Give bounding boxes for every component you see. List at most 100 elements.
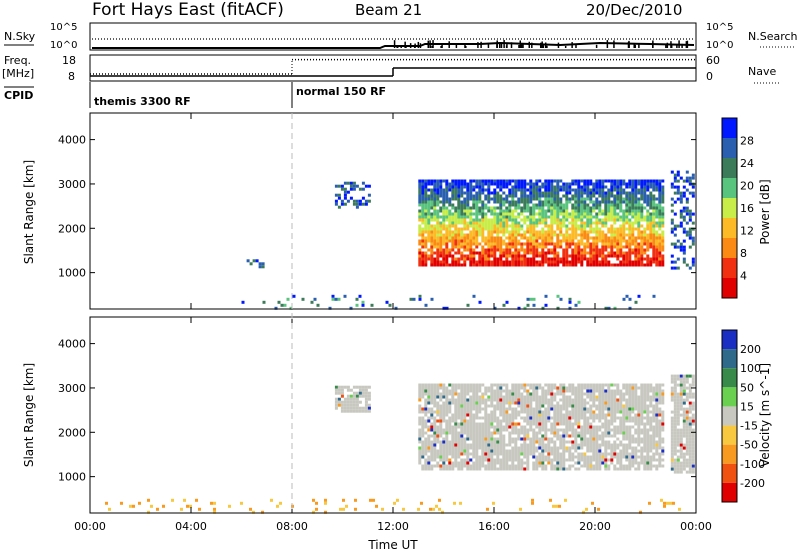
data-cell xyxy=(592,248,596,252)
data-cell xyxy=(610,191,614,195)
data-cell xyxy=(643,434,647,438)
data-cell xyxy=(535,224,539,228)
data-cell xyxy=(676,374,680,378)
data-cell xyxy=(544,413,548,417)
data-cell xyxy=(496,179,500,183)
data-cell xyxy=(565,215,569,219)
data-cell xyxy=(532,467,536,471)
data-cell xyxy=(496,197,500,201)
data-cell xyxy=(628,452,632,456)
data-cell xyxy=(445,254,449,258)
data-cell xyxy=(682,377,686,381)
data-cell xyxy=(523,197,527,201)
data-cell xyxy=(676,395,680,399)
data-cell xyxy=(508,437,512,441)
data-cell xyxy=(622,218,626,222)
data-cell xyxy=(544,434,548,438)
data-cell xyxy=(508,455,512,459)
data-cell xyxy=(511,185,515,189)
data-cell xyxy=(628,306,632,310)
data-cell xyxy=(601,233,605,237)
data-cell xyxy=(613,398,617,402)
data-cell xyxy=(496,239,500,243)
data-cell xyxy=(622,416,626,420)
data-cell xyxy=(466,431,470,435)
data-cell xyxy=(550,248,554,252)
data-cell xyxy=(523,194,527,198)
data-cell xyxy=(529,428,533,432)
data-cell xyxy=(439,254,443,258)
data-cell xyxy=(628,401,632,405)
data-cell xyxy=(591,501,594,505)
data-cell xyxy=(442,443,446,447)
data-cell xyxy=(634,389,638,393)
data-cell xyxy=(685,422,689,426)
data-cell xyxy=(679,407,683,411)
data-cell xyxy=(487,437,491,441)
data-cell xyxy=(487,416,491,420)
data-cell xyxy=(643,227,647,231)
data-cell xyxy=(583,197,587,201)
data-cell xyxy=(531,498,534,502)
data-cell xyxy=(346,409,350,413)
data-cell xyxy=(655,410,659,414)
data-cell xyxy=(544,383,548,387)
data-cell xyxy=(676,455,680,459)
data-cell xyxy=(583,437,587,441)
data-cell xyxy=(517,251,521,255)
data-cell xyxy=(421,251,425,255)
data-cell xyxy=(448,461,452,465)
data-cell xyxy=(481,461,485,465)
data-cell xyxy=(553,209,557,213)
data-cell xyxy=(598,227,602,231)
data-cell xyxy=(454,221,458,225)
data-cell xyxy=(448,422,452,426)
data-cell xyxy=(442,410,446,414)
data-cell xyxy=(571,209,575,213)
data-cell xyxy=(628,446,632,450)
data-cell xyxy=(556,206,560,210)
data-cell xyxy=(562,449,566,453)
data-cell xyxy=(454,392,458,396)
data-cell xyxy=(535,455,539,459)
data-cell xyxy=(499,392,503,396)
data-cell xyxy=(445,437,449,441)
data-cell xyxy=(646,263,650,267)
data-cell xyxy=(553,221,557,225)
data-cell xyxy=(550,425,554,429)
data-cell xyxy=(685,419,689,423)
data-cell xyxy=(604,215,608,219)
data-cell xyxy=(643,200,647,204)
data-cell xyxy=(682,422,686,426)
data-cell xyxy=(451,398,455,402)
data-cell xyxy=(571,260,575,264)
data-cell xyxy=(637,461,641,465)
data-cell xyxy=(649,383,653,387)
data-cell xyxy=(547,215,551,219)
data-cell xyxy=(643,458,647,462)
data-cell xyxy=(517,230,521,234)
data-cell xyxy=(613,197,617,201)
data-cell xyxy=(463,182,467,186)
data-cell xyxy=(619,179,623,183)
data-cell xyxy=(583,212,587,216)
data-cell xyxy=(499,407,503,411)
data-cell xyxy=(511,395,515,399)
data-cell xyxy=(448,428,452,432)
data-cell xyxy=(559,461,563,465)
data-cell xyxy=(472,461,476,465)
freq-traces xyxy=(90,58,696,77)
data-cell xyxy=(685,221,689,225)
data-cell xyxy=(433,188,437,192)
data-cell xyxy=(583,185,587,189)
data-cell xyxy=(496,422,500,426)
data-cell xyxy=(334,388,338,392)
data-cell xyxy=(580,179,584,183)
data-cell xyxy=(361,385,365,389)
data-cell xyxy=(439,458,443,462)
data-cell xyxy=(505,449,509,453)
data-cell xyxy=(652,464,656,468)
data-cell xyxy=(499,188,503,192)
data-cell xyxy=(592,467,596,471)
